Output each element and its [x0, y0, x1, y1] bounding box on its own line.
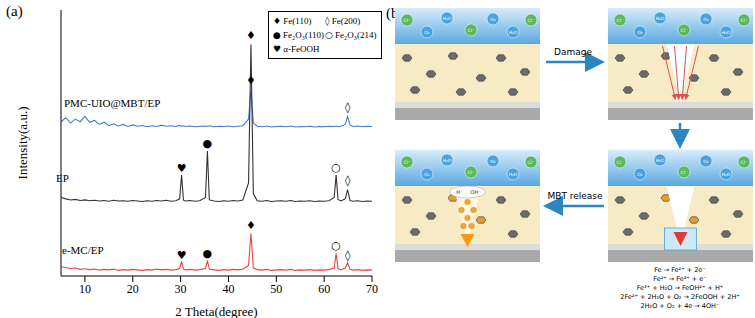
- svg-text:50: 50: [270, 282, 282, 296]
- svg-text:◊: ◊: [345, 174, 351, 187]
- svg-text:H₂O: H₂O: [722, 172, 731, 177]
- html-text:PMC-UIO@MBT/EP: PMC-UIO@MBT/EP: [64, 97, 161, 109]
- svg-text:Cl⁻: Cl⁻: [617, 18, 624, 23]
- svg-text:Cl⁻: Cl⁻: [404, 18, 411, 23]
- svg-text:♦: ♦: [246, 29, 256, 42]
- svg-text:H₂O: H₂O: [509, 30, 518, 35]
- html-text:♦ Fe(110): ♦ Fe(110): [273, 16, 312, 26]
- svg-text:O₂: O₂: [424, 30, 430, 35]
- svg-text:60: 60: [318, 282, 330, 296]
- svg-text:♥: ♥: [177, 249, 187, 262]
- svg-text:O₂: O₂: [490, 17, 496, 22]
- svg-text:♥: ♥: [177, 162, 187, 175]
- svg-text:Cl⁻: Cl⁻: [681, 28, 688, 33]
- svg-text:H₂O: H₂O: [656, 158, 665, 163]
- svg-text:◊: ◊: [345, 249, 351, 262]
- svg-text:O₂: O₂: [637, 30, 643, 35]
- svg-text:●: ●: [203, 137, 213, 150]
- svg-text:Fe²⁺ → Fe³⁺ + e⁻: Fe²⁺ → Fe³⁺ + e⁻: [653, 275, 706, 283]
- svg-text:Fe → Fe²⁺ + 2e⁻: Fe → Fe²⁺ + 2e⁻: [654, 266, 706, 274]
- svg-text:Cl⁻: Cl⁻: [617, 160, 624, 165]
- svg-text:Cl⁻: Cl⁻: [468, 170, 475, 175]
- svg-text:Damage: Damage: [554, 47, 592, 57]
- svg-text:Cl⁻: Cl⁻: [404, 160, 411, 165]
- svg-text:♦: ♦: [246, 219, 256, 232]
- svg-text:O₂: O₂: [703, 17, 709, 22]
- svg-text:●: ●: [203, 247, 213, 260]
- svg-text:MBT release: MBT release: [547, 191, 603, 201]
- svg-text:○: ○: [331, 239, 341, 252]
- svg-text:H₂O: H₂O: [443, 158, 452, 163]
- html-text:◊ Fe(200): ◊ Fe(200): [325, 16, 361, 26]
- svg-text:10: 10: [79, 282, 91, 296]
- svg-text:70: 70: [366, 282, 378, 296]
- svg-text:O₂: O₂: [424, 172, 430, 177]
- svg-text:Cl⁻: Cl⁻: [528, 160, 535, 165]
- html-text:● Fe₂O₃(110) ○ Fe₂O₃(214): ● Fe₂O₃(110) ○ Fe₂O₃(214): [273, 30, 377, 40]
- svg-text:40: 40: [222, 282, 234, 296]
- svg-text:◊: ◊: [345, 101, 351, 114]
- svg-text:OH⁻: OH⁻: [470, 189, 481, 195]
- html-text:e-MC/EP: e-MC/EP: [62, 244, 104, 256]
- svg-text:H₂O: H₂O: [656, 16, 665, 21]
- svg-text:Cl⁻: Cl⁻: [681, 170, 688, 175]
- svg-text:H₂O: H₂O: [722, 30, 731, 35]
- svg-text:Fe³⁺ + H₂O → FeOH²⁺ + H⁺: Fe³⁺ + H₂O → FeOH²⁺ + H⁺: [637, 284, 724, 292]
- html-text:♥ α-FeOOH: ♥ α-FeOOH: [273, 44, 320, 54]
- html-text:EP: EP: [56, 172, 69, 184]
- svg-text:Cl⁻: Cl⁻: [468, 28, 475, 33]
- svg-text:Intensity(a.u.): Intensity(a.u.): [15, 107, 30, 180]
- svg-text:H⁺: H⁺: [456, 189, 463, 195]
- html-text:(a): (a): [6, 3, 23, 19]
- svg-text:20: 20: [127, 282, 139, 296]
- svg-text:2Fe²⁺ + 2H₂O + O₂ → 2FeOOH + 2: 2Fe²⁺ + 2H₂O + O₂ → 2FeOOH + 2H⁺: [620, 293, 739, 301]
- svg-text:2 Theta(degree): 2 Theta(degree): [175, 304, 257, 318]
- svg-text:○: ○: [331, 161, 341, 174]
- svg-text:Cl⁻: Cl⁻: [528, 18, 535, 23]
- svg-text:30: 30: [175, 282, 187, 296]
- svg-text:♦: ♦: [246, 74, 256, 87]
- svg-text:H₂O: H₂O: [443, 16, 452, 21]
- svg-text:Cl⁻: Cl⁻: [741, 160, 748, 165]
- svg-text:O₂: O₂: [490, 159, 496, 164]
- svg-text:O₂: O₂: [703, 159, 709, 164]
- svg-text:2H₂O + O₂ + 4e → 4OH⁻: 2H₂O + O₂ + 4e → 4OH⁻: [641, 302, 720, 310]
- svg-text:(b): (b): [386, 5, 404, 21]
- svg-text:H₂O: H₂O: [509, 172, 518, 177]
- svg-text:O₂: O₂: [637, 172, 643, 177]
- svg-text:Cl⁻: Cl⁻: [741, 18, 748, 23]
